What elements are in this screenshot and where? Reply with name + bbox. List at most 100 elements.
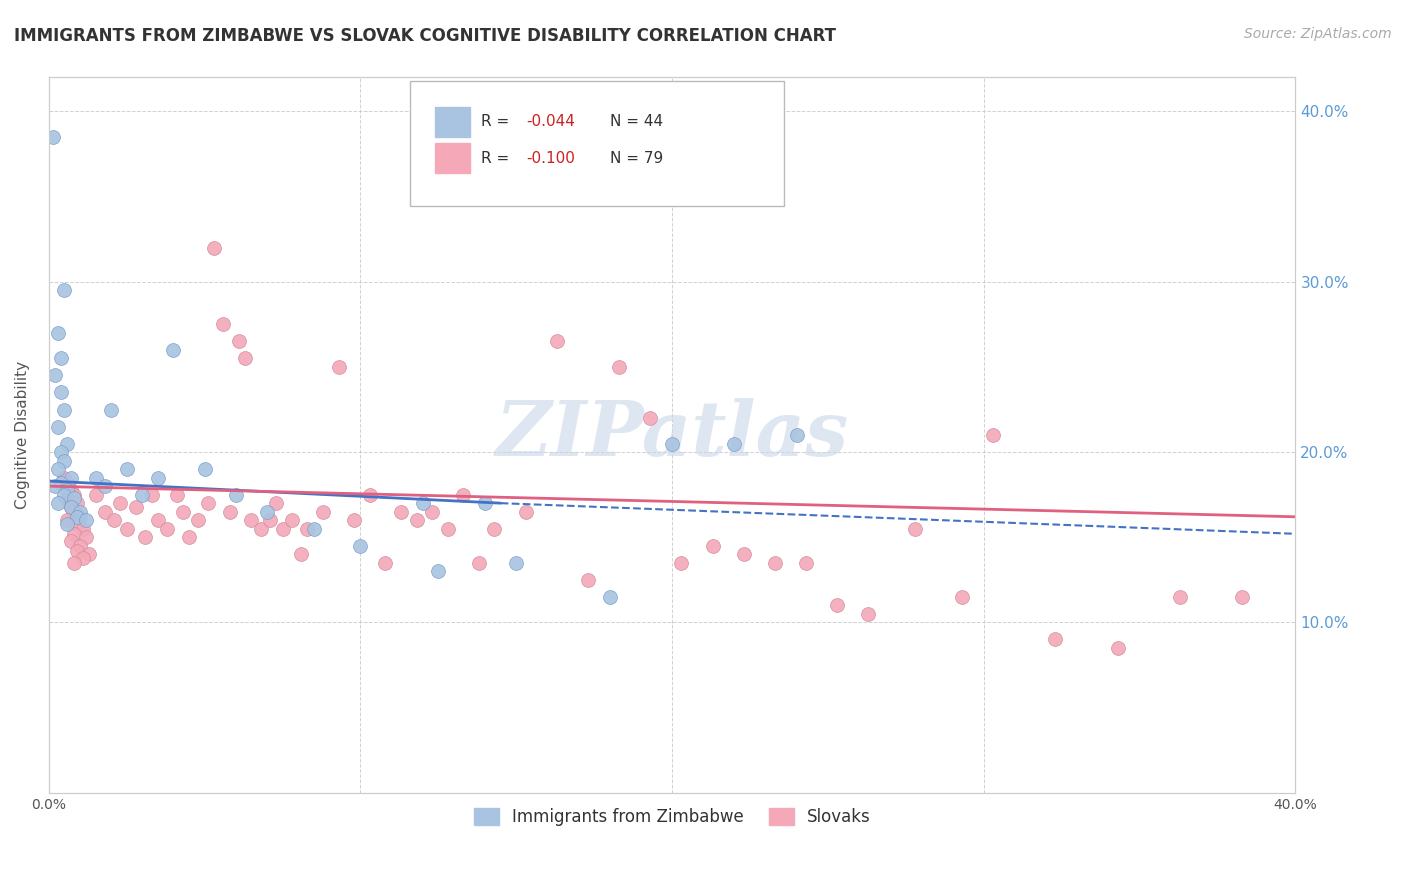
Point [53,402,76,417]
Point [62,505,84,519]
Point [671,556,693,570]
Point [84,470,107,484]
Point [515,505,537,519]
Point [271,522,294,536]
Point [146,513,169,527]
Point [702,539,724,553]
Point [56,475,79,490]
Point [125,500,148,514]
Point [156,522,179,536]
Point [599,590,621,604]
Point [51,351,73,366]
Point [59,500,82,514]
Point [59,500,82,514]
Point [290,547,312,561]
Point [51,445,73,459]
Text: -0.100: -0.100 [526,151,575,166]
Point [131,488,153,502]
Point [249,522,271,536]
Point [723,436,745,450]
Point [75,513,97,527]
Y-axis label: Cognitive Disability: Cognitive Disability [15,361,30,509]
Point [172,505,194,519]
Point [218,505,240,519]
Point [904,522,927,536]
Point [166,488,188,502]
Point [474,496,496,510]
Point [468,556,491,570]
Point [162,343,184,357]
Point [53,283,76,297]
Point [259,513,281,527]
Point [436,522,458,536]
Text: R =: R = [481,151,515,166]
Point [453,488,475,502]
Point [733,547,755,561]
Point [312,505,335,519]
Point [59,470,82,484]
Point [72,550,94,565]
Point [77,547,100,561]
Text: -0.044: -0.044 [526,114,575,129]
Point [505,556,527,570]
Point [46,462,69,476]
Point [53,488,76,502]
Point [59,533,82,548]
Point [187,513,209,527]
Bar [436,143,470,172]
Point [62,491,84,505]
Point [328,359,350,374]
Point [640,411,662,425]
Point [349,539,371,553]
Point [281,513,304,527]
Point [794,556,817,570]
Point [141,488,163,502]
Point [233,351,256,366]
Point [661,436,683,450]
Point [66,496,89,510]
Point [103,513,125,527]
Point [1168,590,1191,604]
Point [412,496,434,510]
Point [177,530,200,544]
Point [115,462,138,476]
Point [94,479,117,493]
Point [1107,640,1129,655]
Point [134,530,156,544]
Point [146,470,169,484]
Point [950,590,973,604]
Point [72,522,94,536]
Point [66,516,89,531]
Point [389,505,412,519]
Point [44,368,66,383]
Text: ZIPatlas: ZIPatlas [495,398,849,472]
Point [69,505,91,519]
Point [240,513,263,527]
FancyBboxPatch shape [411,81,785,206]
Point [66,509,89,524]
Text: N = 79: N = 79 [610,151,664,166]
Point [56,516,79,531]
Point [256,505,278,519]
Point [42,130,65,145]
Point [110,496,132,510]
Point [302,522,325,536]
Point [763,556,786,570]
Point [46,419,69,434]
Point [100,402,122,417]
Point [427,564,450,578]
Point [1045,632,1067,647]
Point [786,428,808,442]
Bar [436,107,470,136]
Point [62,488,84,502]
Point [56,483,79,497]
Point [56,492,79,507]
Point [576,573,599,587]
Point [53,453,76,467]
Point [62,556,84,570]
Point [194,462,217,476]
Point [51,475,73,490]
Point [228,334,250,349]
Point [827,599,849,613]
Text: IMMIGRANTS FROM ZIMBABWE VS SLOVAK COGNITIVE DISABILITY CORRELATION CHART: IMMIGRANTS FROM ZIMBABWE VS SLOVAK COGNI… [14,27,837,45]
